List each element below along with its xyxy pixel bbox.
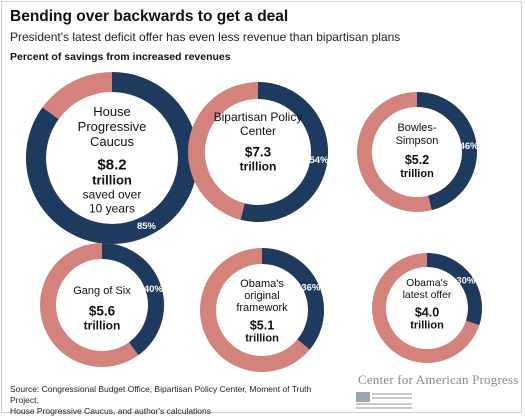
section-label: Percent of savings from increased revenu…	[10, 51, 231, 63]
unit-label: trillion	[410, 320, 444, 332]
unit-label: trillion	[400, 168, 434, 180]
amount-label: $4.0	[415, 306, 439, 320]
logo-text: Center for American Progress	[358, 372, 519, 387]
source-line-2: House Progressive Caucus, and author's c…	[10, 406, 212, 416]
chart-subtitle: President's latest deficit offer has eve…	[10, 30, 401, 44]
revenue-share-slice	[26, 72, 198, 244]
plan-name-line: Caucus	[90, 134, 135, 149]
percent-label: 40%	[144, 284, 164, 295]
percent-label: 54%	[310, 155, 330, 166]
note-label: saved over	[83, 187, 142, 201]
revenue-share-slice	[101, 243, 164, 356]
amount-label: $5.2	[405, 153, 429, 167]
amount-label: $7.3	[245, 145, 272, 160]
revenue-share-slice	[261, 248, 324, 350]
percent-label: 46%	[460, 141, 480, 152]
percent-label: 36%	[301, 283, 321, 294]
source-line-1: Source: Congressional Budget Office, Bip…	[10, 384, 312, 405]
percent-label: 30%	[456, 275, 476, 286]
amount-label: $5.6	[89, 304, 116, 319]
plan-name-line: Obama's	[240, 278, 284, 290]
unit-label: trillion	[92, 172, 132, 187]
plan-name-line: Simpson	[396, 135, 439, 147]
plan-name-line: original	[244, 290, 279, 302]
plan-name-line: Progressive	[78, 119, 147, 134]
revenue-share-slice	[240, 82, 328, 222]
plan-name-line: Gang of Six	[73, 285, 131, 297]
plan-name-line: Center	[240, 124, 276, 138]
plan-name-line: latest offer	[403, 289, 452, 301]
plan-name-line: Bipartisan Policy	[214, 110, 303, 124]
revenue-share-slice	[426, 253, 482, 325]
percent-label: 85%	[137, 221, 157, 232]
note-label: 10 years	[89, 201, 135, 215]
flag-icon	[356, 392, 412, 409]
source-note: Source: Congressional Budget Office, Bip…	[10, 384, 340, 417]
plan-name-line: Bowles-	[397, 122, 436, 134]
unit-label: trillion	[245, 333, 279, 345]
amount-label: $5.1	[250, 319, 274, 333]
unit-label: trillion	[84, 319, 121, 333]
logo: Center for American Progress	[354, 372, 522, 412]
chart-title: Bending over backwards to get a deal	[10, 8, 289, 25]
plan-name-line: House	[93, 104, 131, 119]
plan-name-line: Obama's	[406, 277, 448, 289]
revenue-share-slice	[416, 92, 477, 211]
plan-name-line: framework	[236, 302, 288, 314]
amount-label: $8.2	[97, 156, 126, 173]
unit-label: trillion	[240, 160, 277, 174]
